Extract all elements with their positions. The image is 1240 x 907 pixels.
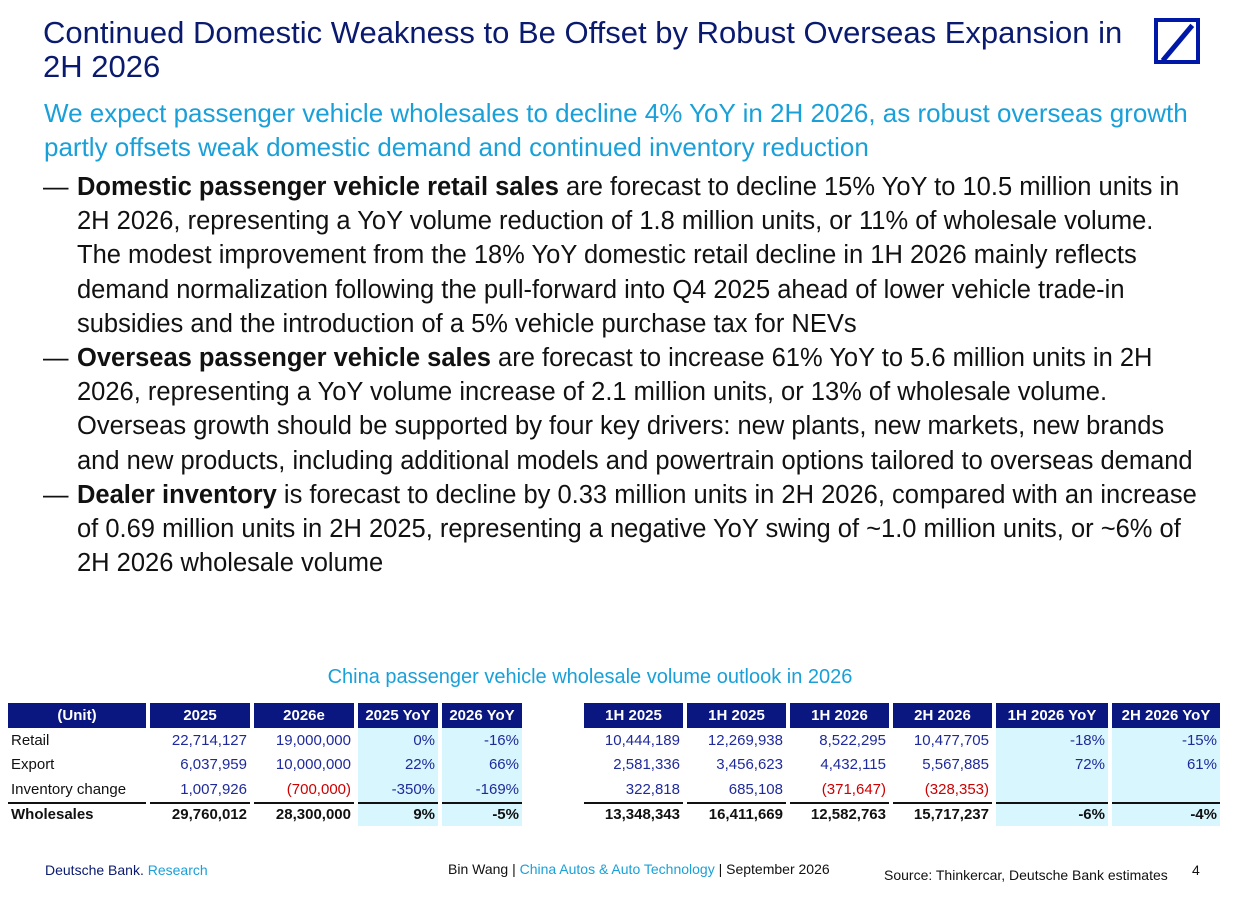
- cell-yoy: -6%: [996, 801, 1108, 826]
- row-label: Inventory change: [11, 780, 127, 798]
- cell-yoy: [1112, 777, 1220, 802]
- bullet-dash: —: [43, 480, 69, 509]
- table-title: China passenger vehicle wholesale volume…: [0, 666, 1180, 689]
- row-label: Export: [11, 756, 55, 774]
- cell: 6,037,959: [180, 756, 247, 774]
- cell: 10,444,189: [604, 731, 680, 749]
- cell: 1,007,926: [180, 780, 247, 798]
- cell: 3,456,623: [716, 756, 783, 774]
- deutsche-bank-logo-icon: [1154, 18, 1200, 64]
- header-2025-yoy: 2025 YoY: [358, 703, 438, 728]
- header-2026-yoy: 2026 YoY: [442, 703, 522, 728]
- header-1h-2025-b: 1H 2025: [687, 703, 786, 728]
- header-2h-2026: 2H 2026: [893, 703, 992, 728]
- bullet-domestic-retail: — Domestic passenger vehicle retail sales…: [43, 170, 1203, 341]
- table-header-row: (Unit) 2025 2026e 2025 YoY 2026 YoY: [8, 703, 522, 728]
- cell: 22,714,127: [171, 731, 247, 749]
- header-2h-2026-yoy: 2H 2026 YoY: [1112, 703, 1220, 728]
- table-total-row: Wholesales 29,760,012 28,300,000 9% -5%: [8, 801, 522, 827]
- bullet-dash: —: [43, 173, 69, 201]
- subtitle: We expect passenger vehicle wholesales t…: [44, 98, 1188, 162]
- table-total-row: 13,348,343 16,411,669 12,582,763 15,717,…: [584, 801, 1220, 827]
- bullet-bold: Overseas passenger vehicle sales: [77, 344, 491, 373]
- table-row: Retail 22,714,127 19,000,000 0% -16%: [8, 728, 522, 753]
- brand-name: Deutsche Bank.: [45, 862, 144, 878]
- cell: 685,108: [728, 780, 783, 798]
- cell-yoy: 66%: [442, 752, 522, 777]
- cell-yoy: -4%: [1112, 801, 1220, 826]
- bullet-text: are forecast to increase 61% YoY to 5.6 …: [77, 344, 1193, 475]
- header-1h-2026: 1H 2026: [790, 703, 889, 728]
- header-1h-2025: 1H 2025: [584, 703, 683, 728]
- cell: 28,300,000: [254, 801, 354, 827]
- bullet-overseas-sales: — Overseas passenger vehicle sales are fo…: [43, 341, 1203, 478]
- table-row: 322,818 685,108 (371,647) (328,353): [584, 777, 1220, 802]
- bullet-bold: Domestic passenger vehicle retail sales: [77, 173, 559, 201]
- cell-yoy: 9%: [358, 801, 438, 826]
- cell-yoy: 61%: [1112, 752, 1220, 777]
- table-row: Inventory change 1,007,926 (700,000) -35…: [8, 777, 522, 802]
- cell-negative: (328,353): [924, 780, 989, 798]
- cell-yoy: [996, 777, 1108, 802]
- table-title-text: China passenger vehicle wholesale volume…: [327, 666, 853, 688]
- table-header-row: 1H 2025 1H 2025 1H 2026 2H 2026 1H 2026 …: [584, 703, 1220, 728]
- row-label: Wholesales: [8, 801, 146, 827]
- cell-negative: (700,000): [286, 780, 351, 798]
- bullet-bold: Dealer inventory: [77, 480, 277, 509]
- cell: 2,581,336: [613, 756, 680, 774]
- annual-volume-table: (Unit) 2025 2026e 2025 YoY 2026 YoY Reta…: [4, 703, 526, 826]
- header-2025: 2025: [150, 703, 250, 728]
- cell: 10,477,705: [913, 731, 989, 749]
- footer-brand: Deutsche Bank. Research: [45, 862, 208, 878]
- cell: 19,000,000: [275, 731, 351, 749]
- cell: 13,348,343: [584, 801, 683, 827]
- cell-yoy: -5%: [442, 801, 522, 826]
- topic: China Autos & Auto Technology: [519, 861, 715, 877]
- page-number: 4: [1192, 862, 1200, 878]
- cell-yoy: -18%: [996, 728, 1108, 753]
- cell-yoy: 22%: [358, 752, 438, 777]
- source-note: Source: Thinkercar, Deutsche Bank estima…: [884, 867, 1168, 883]
- brand-research: Research: [143, 862, 208, 878]
- header-unit: (Unit): [8, 703, 146, 728]
- cell-yoy: -169%: [442, 777, 522, 802]
- bullet-dash: —: [43, 344, 69, 373]
- date: | September 2026: [714, 861, 830, 877]
- table-row: Export 6,037,959 10,000,000 22% 66%: [8, 752, 522, 777]
- cell: 322,818: [625, 780, 680, 798]
- bullet-dealer-inventory: — Dealer inventory is forecast to decline…: [43, 478, 1203, 581]
- cell: 4,432,115: [820, 756, 886, 774]
- cell: 29,760,012: [150, 801, 250, 827]
- cell: 15,717,237: [893, 801, 992, 827]
- half-year-volume-table: 1H 2025 1H 2025 1H 2026 2H 2026 1H 2026 …: [580, 703, 1224, 826]
- cell: 12,269,938: [707, 731, 783, 749]
- bullet-text: is forecast to decline by 0.33 million u…: [77, 480, 1197, 578]
- header-2026e: 2026e: [254, 703, 354, 728]
- header-1h-2026-yoy: 1H 2026 YoY: [996, 703, 1108, 728]
- cell-yoy: -15%: [1112, 728, 1220, 753]
- cell-negative: (371,647): [821, 780, 886, 798]
- cell-yoy: 72%: [996, 752, 1108, 777]
- cell-yoy: 0%: [358, 728, 438, 753]
- author: Bin Wang |: [448, 861, 520, 877]
- page-title: Continued Domestic Weakness to Be Offset…: [43, 15, 1123, 84]
- row-label: Retail: [11, 731, 50, 749]
- cell-yoy: -350%: [358, 777, 438, 802]
- cell-yoy: -16%: [442, 728, 522, 753]
- cell: 12,582,763: [790, 801, 889, 827]
- cell: 10,000,000: [275, 756, 351, 774]
- footer-byline: Bin Wang | China Autos & Auto Technology…: [448, 861, 830, 877]
- table-row: 2,581,336 3,456,623 4,432,115 5,567,885 …: [584, 752, 1220, 777]
- cell: 8,522,295: [819, 731, 886, 749]
- cell: 16,411,669: [687, 801, 786, 827]
- table-row: 10,444,189 12,269,938 8,522,295 10,477,7…: [584, 728, 1220, 753]
- bullet-list: — Domestic passenger vehicle retail sales…: [43, 170, 1203, 580]
- cell: 5,567,885: [922, 756, 989, 774]
- bullet-text: are forecast to decline 15% YoY to 10.5 …: [77, 173, 1180, 338]
